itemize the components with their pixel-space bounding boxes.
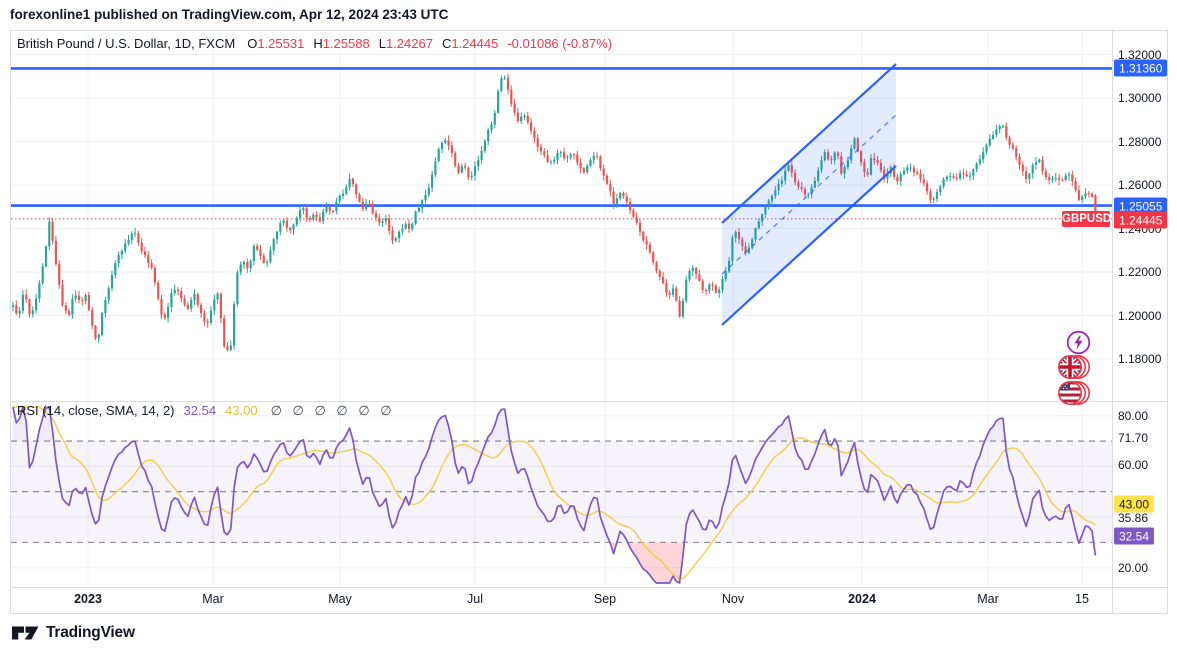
rsi-axis-tick: 35.86 xyxy=(1118,511,1149,525)
rsi-axis-tick: 20.00 xyxy=(1118,561,1149,575)
price-axis-badge: 1.24445 xyxy=(1114,211,1168,229)
time-axis-tick: Nov xyxy=(721,592,745,606)
rsi-axis-badge: 32.54 xyxy=(1114,527,1155,545)
ohlc-low: L1.24267 xyxy=(378,36,433,51)
lightning-idea-icon[interactable] xyxy=(1066,330,1091,355)
rsi-ma-value: 43.00 xyxy=(225,403,258,418)
rsi-title: RSI (14, close, SMA, 14, 2) xyxy=(17,403,175,418)
price-axis-tick: 1.32000 xyxy=(1118,47,1162,62)
price-axis-badge: 1.31360 xyxy=(1114,59,1168,77)
symbol-title: British Pound / U.S. Dollar, 1D, FXCM xyxy=(17,36,236,51)
time-axis-tick: 15 xyxy=(1075,592,1089,606)
rsi-empty-plots: ∅ ∅ ∅ ∅ ∅ ∅ xyxy=(270,403,392,418)
time-axis-tick: May xyxy=(328,592,352,606)
rsi-axis-tick: 80.00 xyxy=(1118,409,1149,423)
time-axis-tick: Jul xyxy=(467,592,483,606)
time-axis-tick: Mar xyxy=(202,592,224,606)
price-axis-badge: 1.25055 xyxy=(1114,197,1168,215)
ohlc-open: O1.25531 xyxy=(247,36,305,51)
tradingview-logo-text: TradingView xyxy=(46,624,135,641)
ohlc-close: C1.24445 xyxy=(441,36,499,51)
symbol-price-flag: GBPUSD xyxy=(1062,211,1112,227)
rsi-axis-badge: 43.00 xyxy=(1114,495,1155,513)
usd-flag-icon[interactable] xyxy=(1057,380,1095,406)
price-axis-tick: 1.20000 xyxy=(1118,308,1162,323)
price-axis-tick: 1.26000 xyxy=(1118,178,1162,192)
time-axis-tick: Sep xyxy=(593,592,617,606)
attribution-text: forexonline1 published on TradingView.co… xyxy=(10,7,449,22)
tradingview-logo-glyph xyxy=(12,626,39,640)
rsi-axis-tick: 71.70 xyxy=(1118,431,1149,445)
ohlc-high: H1.25588 xyxy=(313,36,370,51)
rsi-axis-tick: 60.00 xyxy=(1118,458,1149,472)
rsi-legend-row[interactable]: RSI (14, close, SMA, 14, 2) 32.54 43.00 … xyxy=(17,403,392,419)
time-axis-tick: Mar xyxy=(977,592,999,606)
symbol-legend-row[interactable]: British Pound / U.S. Dollar, 1D, FXCM O1… xyxy=(17,36,612,51)
time-axis-tick: 2024 xyxy=(848,592,876,606)
gbp-flag-icon[interactable] xyxy=(1057,354,1095,380)
rsi-value: 32.54 xyxy=(183,403,217,418)
tradingview-logo[interactable]: TradingView xyxy=(12,624,135,642)
price-axis-tick: 1.28000 xyxy=(1118,134,1162,149)
price-axis-tick: 1.30000 xyxy=(1118,91,1162,105)
price-axis-tick: 1.18000 xyxy=(1118,352,1162,366)
price-axis-tick: 1.22000 xyxy=(1118,265,1162,279)
change-value: -0.01086 (-0.87%) xyxy=(507,36,613,51)
time-axis-tick: 2023 xyxy=(74,592,102,606)
